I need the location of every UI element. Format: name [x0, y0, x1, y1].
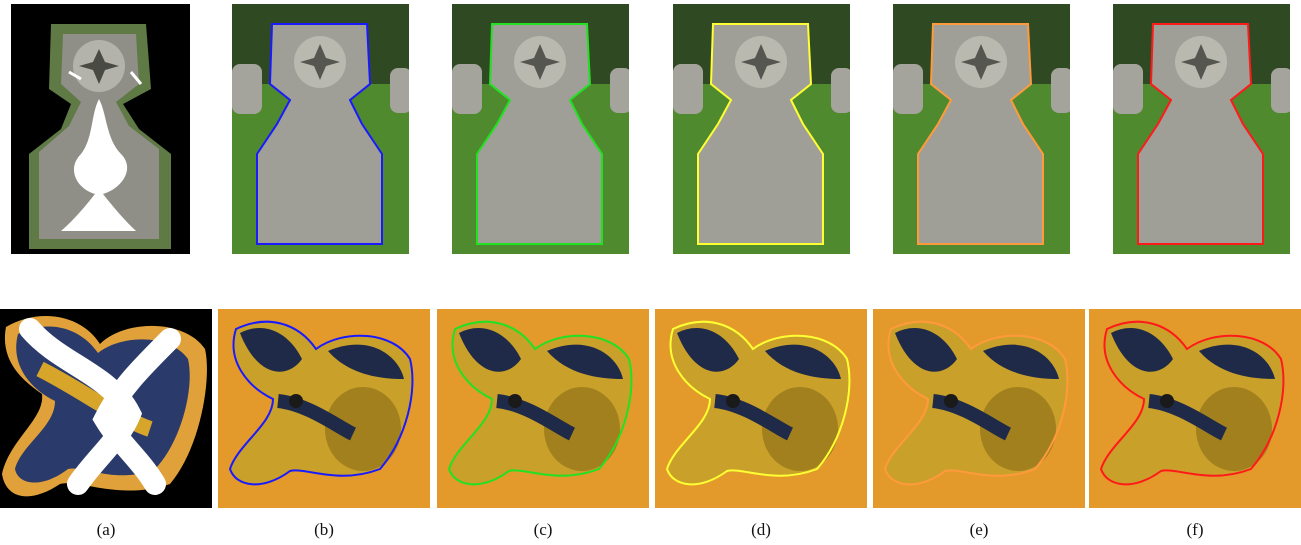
panel-c-elephant [437, 309, 649, 508]
panel-a-elephant [0, 309, 212, 508]
caption-d: (d) [751, 520, 771, 539]
contour-e [883, 320, 1069, 486]
contour-b [228, 320, 414, 486]
caption-c: (c) [533, 520, 553, 539]
panel-e-elephant [873, 309, 1085, 508]
panel-d-elephant [655, 309, 867, 508]
panel-e-grave [893, 4, 1070, 254]
panel-c-grave [452, 4, 629, 254]
panel-f-grave [1113, 4, 1290, 254]
panel-b-grave [232, 4, 409, 254]
elephant-mask-image [0, 309, 212, 508]
panel-f-elephant [1089, 309, 1301, 508]
elephant-green-contour-image [437, 309, 649, 508]
contour-d [665, 320, 851, 486]
contour-f [1137, 23, 1264, 245]
contour-e [917, 23, 1044, 245]
elephant-blue-contour-image [218, 309, 430, 508]
caption-f: (f) [1186, 520, 1204, 539]
grave-orange-contour-image [893, 4, 1070, 254]
grave-red-contour-image [1113, 4, 1290, 254]
caption-e: (e) [969, 520, 989, 539]
grave-green-contour-image [452, 4, 629, 254]
contour-b [256, 23, 383, 245]
elephant-orange-contour-image [873, 309, 1085, 508]
caption-b: (b) [314, 520, 334, 539]
panel-a-grave [11, 4, 190, 254]
contour-f [1099, 320, 1285, 486]
grave-blue-contour-image [232, 4, 409, 254]
contour-d [697, 23, 824, 245]
grave-mask-image [11, 4, 190, 254]
panel-d-grave [673, 4, 850, 254]
contour-c [476, 23, 603, 245]
contour-c [447, 320, 633, 486]
grave-yellow-contour-image [673, 4, 850, 254]
panel-b-elephant [218, 309, 430, 508]
caption-a: (a) [96, 520, 116, 539]
elephant-red-contour-image [1089, 309, 1301, 508]
elephant-yellow-contour-image [655, 309, 867, 508]
